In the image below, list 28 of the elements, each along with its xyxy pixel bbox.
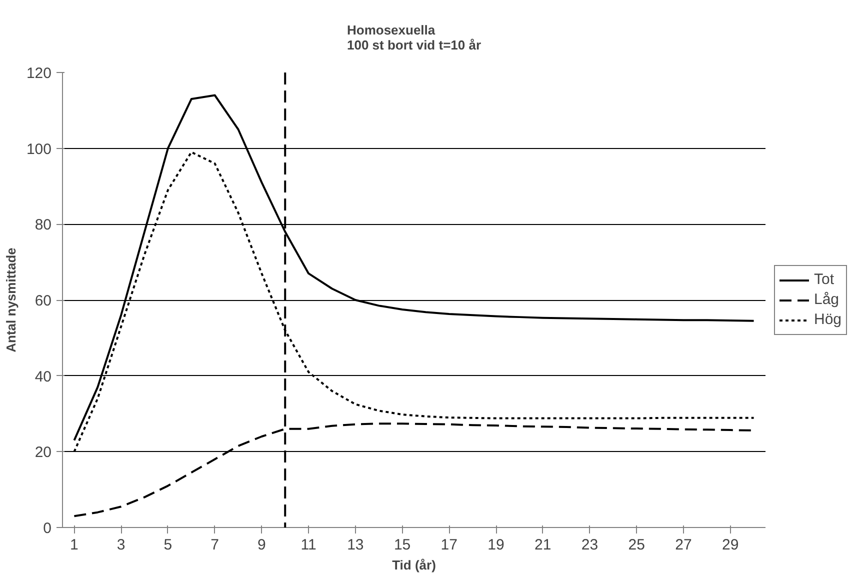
x-tick-label: 5 [164,536,172,554]
y-tick-label: 40 [34,368,52,386]
x-tick-label: 19 [488,536,504,554]
y-tick-label: 80 [34,216,52,234]
x-axis-title: Tid (år) [392,558,436,572]
x-tick-label: 3 [116,536,126,554]
legend-label: Låg [814,291,840,308]
x-tick-label: 25 [628,536,645,554]
x-tick-label: 29 [722,536,739,554]
x-tick-label: 23 [581,536,598,554]
chart-title: Homosexuella 100 st bort vid t=10 år [346,22,482,52]
y-tick-label: 20 [34,444,52,462]
x-tick-label: 27 [675,536,692,554]
y-axis-title: Antal nysmittade [3,248,18,352]
legend-label: Tot [814,271,834,288]
x-tick-label: 17 [440,536,458,554]
x-tick-label: 7 [210,536,219,554]
x-tick-label: 13 [347,536,364,554]
legend-label: Hög [814,311,842,328]
x-tick-label: 9 [258,536,266,554]
x-tick-label: 1 [70,536,78,554]
y-tick-label: 100 [26,140,52,158]
y-tick-label: 60 [34,292,52,310]
x-tick-label: 21 [534,536,552,554]
x-tick-label: 11 [300,536,316,554]
y-tick-label: 120 [26,65,52,82]
y-tick-label: 0 [43,520,52,537]
x-tick-label: 15 [394,536,411,554]
